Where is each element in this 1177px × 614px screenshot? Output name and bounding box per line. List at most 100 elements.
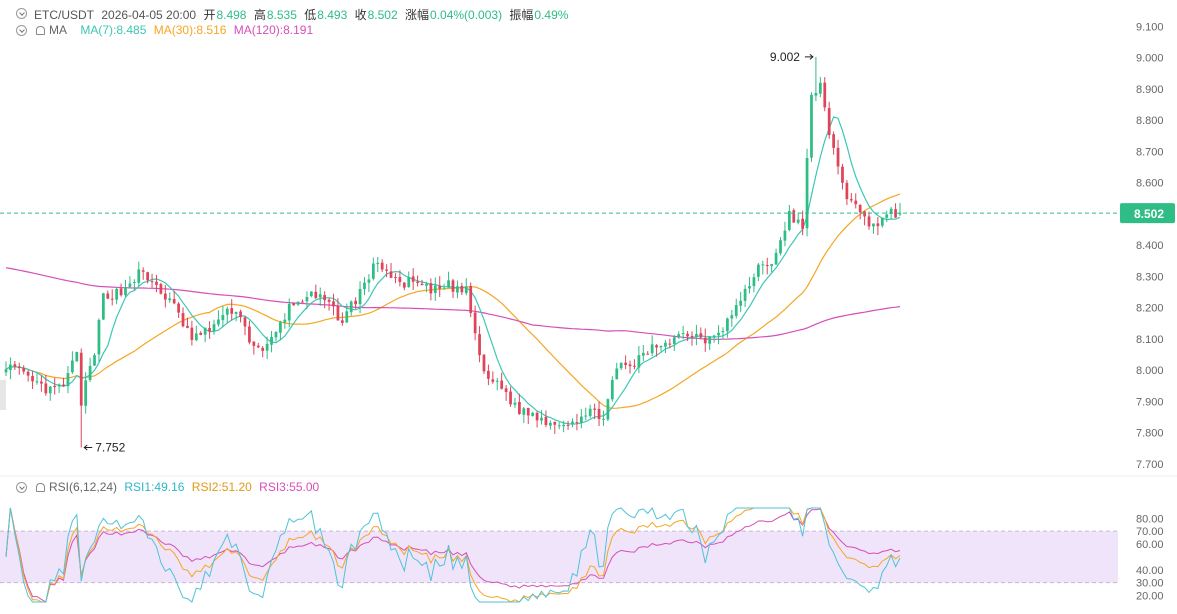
candle bbox=[132, 279, 136, 291]
candle bbox=[168, 292, 172, 303]
candle bbox=[363, 277, 366, 296]
candle-body bbox=[823, 82, 827, 108]
candle bbox=[208, 321, 211, 339]
candle bbox=[571, 418, 574, 428]
candle-body bbox=[562, 424, 566, 427]
candle-body bbox=[26, 371, 30, 376]
candle-body bbox=[779, 240, 782, 254]
candle bbox=[146, 271, 149, 284]
candle bbox=[854, 193, 858, 209]
collapse-chevron-icon[interactable] bbox=[16, 8, 27, 19]
rsi2-value: RSI2:51.20 bbox=[191, 480, 252, 494]
candle bbox=[752, 273, 756, 293]
rsi-alert-bell-icon[interactable] bbox=[36, 483, 45, 492]
candle bbox=[619, 362, 623, 371]
ma-alert-bell-icon[interactable] bbox=[36, 26, 45, 35]
current-price-value: 8.502 bbox=[1134, 207, 1164, 221]
candle bbox=[672, 334, 676, 351]
candle-body bbox=[535, 412, 539, 421]
candle bbox=[221, 305, 225, 327]
candle-body bbox=[664, 342, 667, 347]
candle bbox=[429, 278, 433, 301]
candle-body bbox=[655, 345, 658, 348]
candle-body bbox=[880, 217, 884, 226]
candle bbox=[814, 56, 818, 102]
candle bbox=[124, 279, 127, 297]
candle-body bbox=[93, 355, 96, 366]
candle bbox=[637, 346, 641, 374]
candle-body bbox=[500, 380, 504, 389]
candle-body bbox=[416, 281, 419, 283]
candle-body bbox=[31, 376, 34, 382]
candle-body bbox=[292, 303, 296, 306]
candle-body bbox=[473, 312, 477, 334]
candle-body bbox=[796, 219, 800, 223]
candle bbox=[115, 287, 119, 305]
candle-body bbox=[137, 269, 141, 283]
low-label: 低 bbox=[304, 8, 317, 22]
candle-body bbox=[332, 301, 335, 307]
candle bbox=[606, 398, 610, 422]
candle bbox=[659, 345, 663, 352]
candle-body bbox=[336, 305, 340, 321]
side-drawer-handle[interactable] bbox=[0, 380, 6, 410]
candle bbox=[473, 305, 477, 341]
candle bbox=[323, 291, 327, 309]
candle-body bbox=[159, 284, 163, 294]
candle-body bbox=[146, 272, 149, 281]
candle-body bbox=[199, 332, 203, 335]
price-axis-tick: 8.800 bbox=[1136, 115, 1164, 127]
candle bbox=[500, 372, 504, 390]
candle bbox=[739, 291, 743, 313]
candle-body bbox=[327, 299, 331, 302]
rsi-axis-tick: 20.00 bbox=[1136, 591, 1164, 603]
rsi-collapse-chevron-icon[interactable] bbox=[16, 482, 27, 493]
candle-body bbox=[301, 301, 304, 303]
candle bbox=[464, 278, 468, 296]
candle-body bbox=[62, 384, 65, 387]
candle-body bbox=[270, 336, 273, 345]
candle bbox=[314, 284, 318, 299]
candle-body bbox=[243, 317, 247, 327]
candle-body bbox=[155, 281, 158, 285]
candle-body bbox=[407, 277, 411, 288]
candle bbox=[548, 420, 552, 430]
candle-body bbox=[101, 293, 105, 320]
candle-body bbox=[429, 283, 433, 294]
candle bbox=[540, 410, 543, 425]
candle-body bbox=[602, 418, 605, 420]
candle-body bbox=[433, 285, 437, 293]
candle-body bbox=[889, 208, 893, 214]
candle bbox=[703, 328, 707, 352]
candle-body bbox=[172, 299, 176, 304]
candle-body bbox=[425, 284, 428, 286]
candle bbox=[487, 364, 490, 386]
candle bbox=[40, 375, 43, 392]
candle bbox=[774, 248, 778, 266]
candle bbox=[199, 331, 203, 336]
candle-body bbox=[438, 285, 442, 289]
candle-body bbox=[124, 287, 127, 296]
candle-body bbox=[650, 344, 654, 354]
candle bbox=[447, 271, 450, 289]
candle-body bbox=[540, 417, 543, 421]
candle-body bbox=[571, 421, 574, 425]
low-annotation-label: 7.752 bbox=[95, 441, 125, 455]
open-value: 8.498 bbox=[216, 8, 247, 22]
candle bbox=[880, 217, 884, 228]
candle bbox=[451, 278, 455, 299]
candle bbox=[345, 303, 349, 323]
candle bbox=[792, 208, 796, 224]
candle bbox=[332, 293, 335, 316]
candle-body bbox=[265, 343, 269, 351]
candle-body bbox=[739, 300, 743, 306]
candle-body bbox=[234, 311, 238, 314]
change-value: 0.04%(0.003) bbox=[430, 8, 503, 22]
candle-body bbox=[340, 320, 344, 323]
candle-body bbox=[203, 327, 207, 335]
ma-collapse-chevron-icon[interactable] bbox=[16, 25, 27, 36]
candle bbox=[894, 203, 897, 219]
candle bbox=[110, 289, 114, 306]
candle-body bbox=[469, 286, 473, 313]
